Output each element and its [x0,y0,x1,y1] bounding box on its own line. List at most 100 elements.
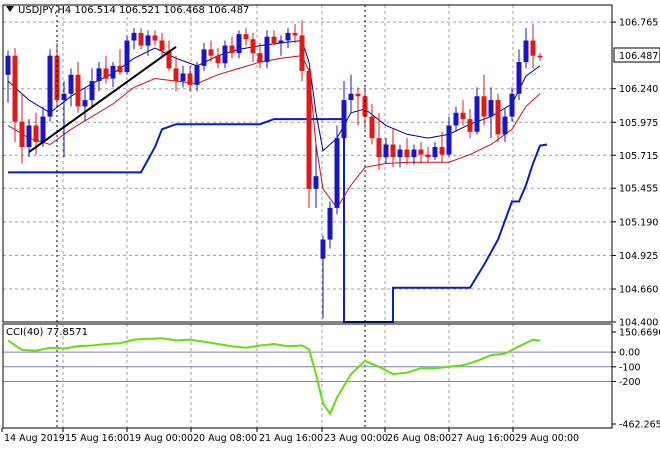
candle [320,235,326,319]
candle-body [138,32,144,46]
candle-body [481,96,487,117]
candle [467,108,473,139]
candle-body [355,93,361,97]
candle [19,93,25,164]
candle [369,103,375,145]
candle [124,35,130,75]
price-tick-label: 104.660 [619,285,658,296]
candle-body [131,32,137,41]
candle-body [243,34,249,40]
candle [523,27,529,69]
candle [404,138,410,165]
candle-body [369,116,375,139]
price-y-axis: 106.765 106.240 105.975 105.715 105.455 105.1… [612,18,658,329]
candle-body [236,34,242,54]
candle-body [264,36,270,63]
candle-body [376,138,382,158]
candle [446,116,452,158]
candle [26,119,32,158]
candle [481,74,487,126]
candle [432,141,438,160]
candle [236,30,242,59]
candle-body [446,125,452,155]
candle-body [173,68,179,82]
candle [327,201,333,249]
candle-body [271,36,277,44]
candle [173,55,179,92]
candle [159,32,165,56]
candle [390,129,396,168]
candle [516,49,522,101]
candle [89,68,95,107]
current-price-value: 106.487 [619,51,658,62]
candle-body [180,73,186,82]
current-price-label: 106.487 [613,47,660,63]
candle [292,24,298,44]
candle-body [215,55,221,64]
candle [117,49,123,75]
candle-body [229,45,235,54]
candle-body [495,100,501,135]
candle [110,62,116,88]
candle-body [488,100,494,117]
candle [278,35,284,56]
candle-body [159,40,165,51]
time-tick-label: 15 Aug 16:00 [65,433,129,444]
candle-body [250,39,256,54]
candle-body [460,112,466,120]
candle [425,147,431,163]
candle [145,30,151,56]
candle [215,48,221,69]
candle-body [194,65,200,85]
candle [334,125,340,215]
candle [229,36,235,59]
candle [411,144,417,165]
moving-averages [7,39,541,209]
candle-body [432,147,438,158]
price-tick-label: 105.975 [619,118,658,129]
time-tick-label: 20 Aug 08:00 [193,433,257,444]
candle-body [82,100,88,107]
candle-body [5,55,11,75]
price-tick-label: 106.240 [619,84,658,95]
candle [5,50,11,103]
cci-title: CCI(40) 77.8571 [6,327,88,338]
cci-tick-label: -200 [619,377,641,388]
candle-body [313,176,319,189]
candle-body [537,55,543,58]
candle-body [96,68,102,82]
cci-tick-label: -100 [619,362,641,373]
cci-tick-label: 150.6696 [619,328,660,339]
candle [418,141,424,164]
candle-body [12,55,18,122]
candle [243,27,249,46]
candle [495,93,501,142]
cci-tick-label: 0.00 [619,348,640,359]
candle [68,68,74,107]
candle [271,30,277,46]
candle [474,87,480,135]
ma-red-line [7,55,541,209]
candle [453,106,459,132]
candle-body [47,55,53,117]
price-pane-border [2,4,613,323]
candle [348,74,354,113]
candle [152,30,158,46]
chart-menu-triangle[interactable] [6,6,14,12]
candle-body [208,49,214,56]
candle [47,49,53,122]
time-tick-label: 23 Aug 00:00 [324,433,388,444]
candle [397,144,403,168]
candle [187,65,193,92]
candle-body [299,35,305,71]
candle-body [103,68,109,79]
candle-body [68,74,74,94]
candle-body [33,125,39,142]
candle [341,81,347,145]
cci-tick-label: -462.265 [619,420,660,431]
time-tick-label: 26 Aug 08:00 [387,433,451,444]
time-tick-label: 21 Aug 16:00 [259,433,323,444]
candle-body [40,116,46,142]
candle [502,108,508,142]
